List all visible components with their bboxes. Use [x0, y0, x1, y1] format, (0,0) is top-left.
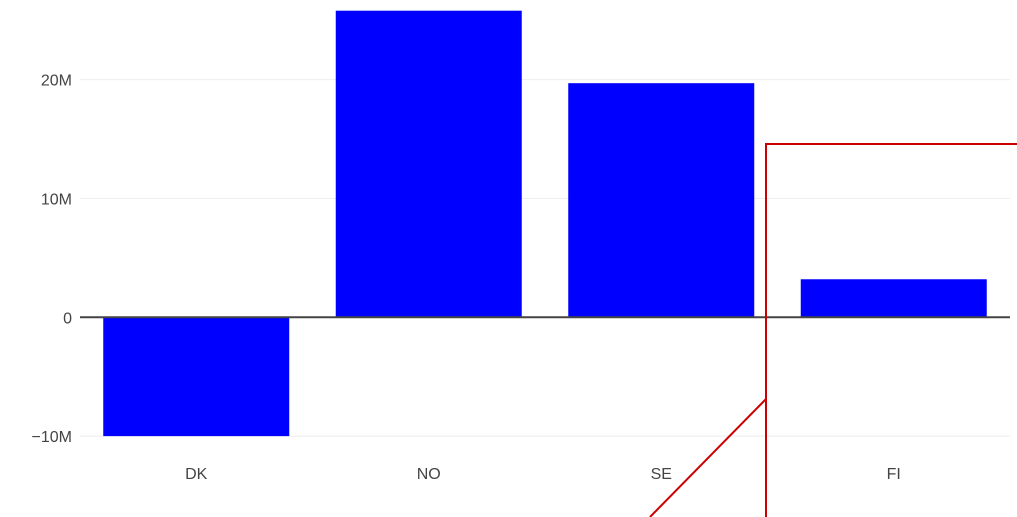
y-tick-label: 0: [63, 310, 72, 327]
x-tick-label: DK: [185, 466, 208, 483]
highlight-annotation: [649, 143, 1017, 517]
x-tick-label: SE: [651, 466, 672, 483]
highlight-box: [765, 143, 1017, 517]
bar-dk[interactable]: [103, 317, 290, 437]
y-tick-label: 20M: [41, 73, 72, 90]
bar-no[interactable]: [335, 10, 522, 318]
y-tick-label: 10M: [41, 191, 72, 208]
callout-line: [649, 398, 767, 517]
x-axis-ticks: DK NO SE FI: [185, 466, 901, 483]
y-tick-label: −10M: [32, 429, 72, 446]
x-tick-label: NO: [417, 466, 441, 483]
bar-se[interactable]: [568, 83, 755, 318]
bar-fi[interactable]: [800, 279, 987, 318]
x-tick-label: FI: [887, 466, 901, 483]
y-axis-ticks: −10M 0 10M 20M: [32, 73, 73, 446]
bars: [103, 10, 987, 437]
